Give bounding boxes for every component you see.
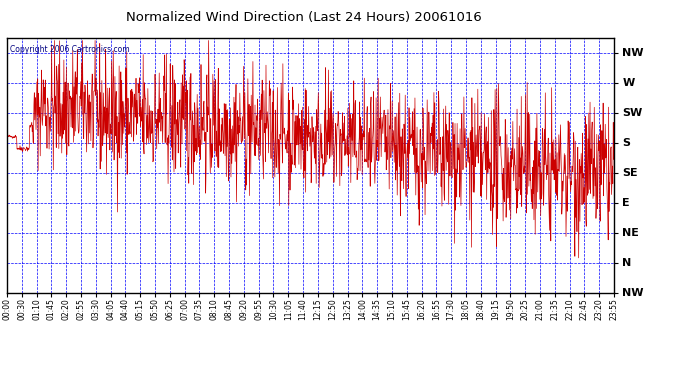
Text: Copyright 2006 Cartronics.com: Copyright 2006 Cartronics.com — [10, 45, 130, 54]
Text: Normalized Wind Direction (Last 24 Hours) 20061016: Normalized Wind Direction (Last 24 Hours… — [126, 11, 482, 24]
